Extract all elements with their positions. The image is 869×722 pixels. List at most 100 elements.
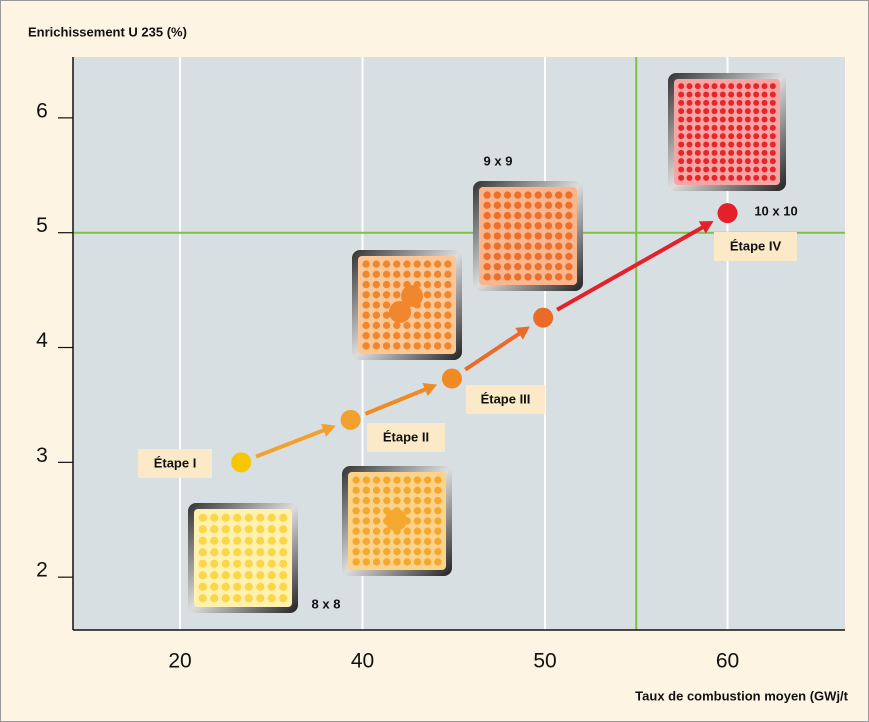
assembly-rod	[221, 525, 230, 534]
assembly-rod	[267, 513, 276, 522]
assembly-rod	[483, 262, 491, 271]
assembly-rod	[210, 559, 219, 568]
assembly-rod	[728, 83, 735, 90]
assembly-rod	[279, 525, 288, 534]
assembly-rod	[362, 547, 371, 556]
y-tick-label: 2	[36, 559, 48, 582]
assembly-rod	[244, 582, 253, 591]
assembly-rod	[769, 116, 776, 123]
assembly-rod	[514, 252, 522, 261]
assembly-rod	[524, 262, 532, 271]
assembly-rod	[362, 331, 370, 340]
assembly-rod	[413, 496, 422, 505]
assembly-rod	[210, 548, 219, 557]
assembly-rod	[244, 594, 253, 603]
assembly-rod	[483, 242, 491, 250]
assembly-rod	[383, 537, 391, 546]
assembly-rod	[198, 559, 207, 568]
assembly-rod	[744, 141, 751, 148]
assembly-rod	[423, 537, 432, 546]
assembly-rod	[753, 91, 760, 98]
assembly-rod	[352, 547, 360, 556]
assembly-rod	[198, 548, 207, 557]
assembly-rod	[423, 311, 432, 319]
assembly-rod	[503, 232, 512, 240]
assembly-rod	[769, 141, 776, 148]
assembly-rod	[686, 83, 693, 90]
assembly-rod	[444, 331, 452, 340]
assembly-rod	[434, 558, 442, 566]
assembly-rod	[383, 558, 391, 566]
assembly-rod	[544, 211, 553, 220]
assembly-rod	[444, 301, 452, 309]
assembly-rod	[198, 513, 207, 522]
assembly-rod	[210, 513, 219, 522]
assembly-rod	[514, 201, 522, 210]
x-tick-label: 20	[168, 650, 191, 673]
assembly-rod	[678, 174, 685, 181]
assembly-rod	[711, 83, 718, 90]
assembly-rod	[534, 211, 542, 220]
assembly-rod	[210, 582, 219, 591]
assembly-rod	[711, 108, 718, 115]
chart-title: Enrichissement U 235 (%)	[28, 24, 187, 39]
assembly-rod	[711, 124, 718, 131]
assembly-rod	[210, 571, 219, 580]
assembly-rod	[703, 158, 710, 165]
assembly-rod	[433, 280, 442, 289]
assembly-rod	[493, 242, 502, 250]
assembly-rod	[244, 525, 253, 534]
assembly-rod	[372, 476, 381, 484]
assembly-rod	[686, 124, 693, 131]
assembly-rod	[403, 558, 411, 566]
assembly-rod	[233, 513, 242, 522]
assembly-rod	[393, 342, 401, 350]
assembly-rod	[493, 211, 502, 220]
assembly-rod	[423, 291, 432, 299]
assembly-rod	[694, 133, 701, 140]
assembly-rod	[514, 262, 522, 271]
assembly-rod	[694, 158, 701, 165]
assembly-rod	[393, 331, 401, 340]
assembly-rod	[279, 582, 288, 591]
assembly-rod	[678, 133, 685, 140]
assembly-rod	[413, 311, 421, 319]
assembly-rod	[686, 91, 693, 98]
assembly-rod	[544, 201, 553, 210]
assembly-rod	[362, 280, 370, 289]
assembly-rod	[761, 99, 768, 106]
assembly-rod	[719, 158, 726, 165]
assembly-rod	[694, 83, 701, 90]
assembly-rod	[719, 108, 726, 115]
assembly-rod	[267, 536, 276, 545]
assembly-rod	[279, 513, 288, 522]
assembly-rod	[554, 273, 563, 281]
assembly-rod	[423, 260, 432, 268]
assembly-rod	[233, 525, 242, 534]
assembly-rod	[761, 91, 768, 98]
assembly-rod	[372, 311, 381, 319]
assembly-rod	[753, 99, 760, 106]
assembly-rod	[444, 260, 452, 268]
arrow	[556, 223, 708, 312]
assembly-rod	[534, 252, 542, 261]
assembly-rod	[686, 166, 693, 173]
assembly-rod	[210, 525, 219, 534]
assembly-rod	[694, 141, 701, 148]
assembly-rod	[728, 99, 735, 106]
assembly-rod	[728, 108, 735, 115]
assembly-rod	[565, 232, 573, 240]
assembly-rod	[493, 201, 502, 210]
assembly-rod	[221, 571, 230, 580]
assembly-rod	[694, 149, 701, 156]
assembly-rod	[761, 83, 768, 90]
assembly-rod	[233, 548, 242, 557]
assembly-rod	[372, 301, 381, 309]
assembly-rod	[444, 270, 452, 279]
arrow-head	[698, 221, 714, 234]
assembly-rod	[372, 517, 381, 525]
assembly-rod	[423, 547, 432, 556]
assembly-rod	[483, 273, 491, 281]
assembly-rod	[711, 166, 718, 173]
assembly-rod	[554, 252, 563, 261]
